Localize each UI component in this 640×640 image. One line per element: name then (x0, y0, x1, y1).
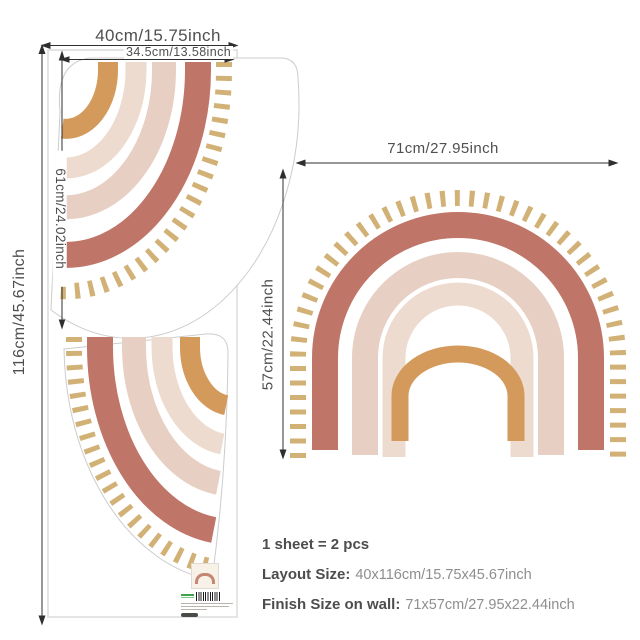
label-fine-print (181, 608, 207, 610)
wall-rainbow-cream-band (382, 282, 534, 457)
finish-size-value: 71x57cm/27.95x22.44inch (405, 597, 575, 613)
wall-rainbow (290, 190, 626, 458)
wall-rainbow-pink-band (352, 252, 564, 455)
barcode-icon (196, 592, 220, 601)
lower-piece-terracotta-band (87, 337, 217, 543)
wall-width-arrow (295, 159, 619, 167)
sheet-width-label: 40cm/15.75inch (95, 26, 221, 45)
mini-rainbow-icon (195, 573, 215, 584)
upper-piece-pink-band (56, 62, 176, 220)
lower-piece-pink-band (122, 337, 222, 495)
product-thumbnail-icon (191, 563, 219, 589)
finish-size-label: Finish Size on wall: (262, 596, 401, 613)
label-fine-print (181, 605, 229, 607)
sheet-height-label: 116cm/45.67inch (11, 248, 28, 376)
wall-rainbow-dash-ring (290, 190, 626, 458)
lower-piece-cream-band (151, 337, 225, 455)
upper-piece-terracotta-band (52, 62, 211, 268)
wall-rainbow-terracotta-band (312, 212, 604, 450)
layout-size-line: Layout Size: 40x116cm/15.75x45.67inch (262, 566, 575, 583)
sheet-product-label (181, 563, 235, 617)
size-info-block: 1 sheet = 2 pcs Layout Size: 40x116cm/15.… (262, 536, 575, 626)
upper-piece-cream-band (58, 62, 147, 179)
sheet-piece-upper (50, 57, 300, 339)
sheet-piece-lower (63, 333, 229, 581)
finish-size-line: Finish Size on wall: 71x57cm/27.95x22.44i… (262, 596, 575, 613)
wall-height-label: 57cm/22.44inch (259, 278, 277, 391)
label-badge (181, 612, 198, 617)
wall-height-arrow (279, 168, 287, 460)
layout-size-label: Layout Size: (262, 566, 351, 583)
upper-piece-dash-ring (51, 62, 232, 300)
lower-piece-dash-ring (66, 337, 212, 574)
sheet-count-text: 1 sheet = 2 pcs (262, 536, 370, 553)
wall-width-label: 71cm/27.95inch (387, 140, 499, 157)
wall-rainbow-orange-band (391, 345, 525, 441)
piece-width-label: 34.5cm/13.58inch (124, 45, 234, 59)
sheet-height-arrow (38, 43, 46, 626)
label-fine-print (181, 602, 233, 604)
lower-piece-orange-band (180, 337, 229, 416)
layout-size-value: 40x116cm/15.75x45.67inch (355, 567, 532, 583)
upper-piece-orange-band (61, 62, 118, 139)
brand-logo-icon (181, 593, 194, 600)
piece-height-label: 61cm/24.02inch (53, 150, 68, 287)
